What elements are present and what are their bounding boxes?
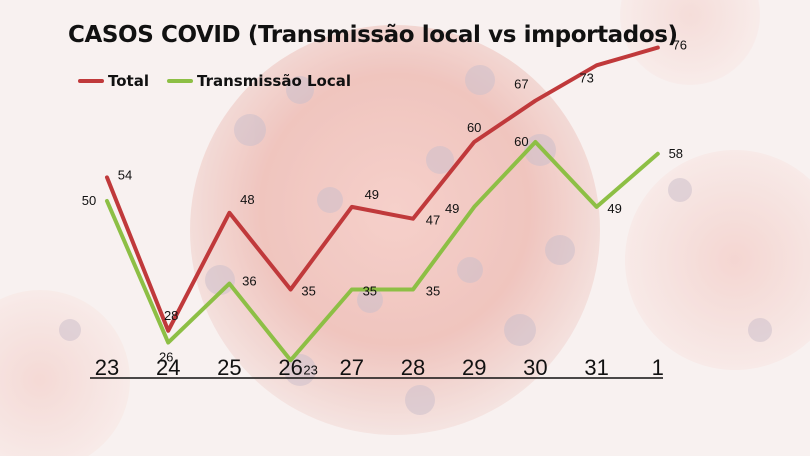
legend-label-transmissao-local: Transmissão Local xyxy=(196,72,351,90)
x-tick-label: 25 xyxy=(217,355,241,380)
legend-swatch-total xyxy=(78,79,104,83)
legend-item-total: Total xyxy=(78,72,149,90)
x-tick-label: 28 xyxy=(401,355,425,380)
x-tick-label: 23 xyxy=(95,355,119,380)
data-label: 50 xyxy=(82,193,96,208)
x-tick-label: 27 xyxy=(340,355,364,380)
data-label: 48 xyxy=(240,192,254,207)
x-tick-label: 29 xyxy=(462,355,486,380)
legend-swatch-transmissao-local xyxy=(166,79,193,83)
data-label: 49 xyxy=(607,201,621,216)
legend-label-total: Total xyxy=(108,72,149,90)
data-label: 73 xyxy=(579,70,593,85)
data-label: 28 xyxy=(164,308,178,323)
x-tick-label: 30 xyxy=(523,355,547,380)
chart-title: CASOS COVID (Transmissão local vs import… xyxy=(68,22,678,48)
x-tick-label: 24 xyxy=(156,355,180,380)
data-label: 54 xyxy=(118,167,132,182)
chart-legend: Total Transmissão Local xyxy=(78,72,369,90)
data-label: 49 xyxy=(365,187,379,202)
data-label: 58 xyxy=(669,146,683,161)
x-tick-label: 31 xyxy=(584,355,608,380)
data-label: 35 xyxy=(301,284,315,299)
data-label: 35 xyxy=(363,284,377,299)
data-label: 76 xyxy=(673,38,687,53)
data-label: 23 xyxy=(303,362,317,377)
data-label: 67 xyxy=(514,77,528,92)
data-label: 36 xyxy=(242,274,256,289)
data-label: 49 xyxy=(445,201,459,216)
data-label: 47 xyxy=(426,213,440,228)
data-label: 26 xyxy=(159,350,173,365)
x-tick-label: 1 xyxy=(652,355,664,380)
legend-item-transmissao-local: Transmissão Local xyxy=(166,72,351,90)
data-label: 60 xyxy=(514,134,528,149)
data-label: 35 xyxy=(426,284,440,299)
data-label: 60 xyxy=(467,120,481,135)
series-line-transmissao-local xyxy=(105,140,660,363)
series-line-total xyxy=(105,45,660,333)
